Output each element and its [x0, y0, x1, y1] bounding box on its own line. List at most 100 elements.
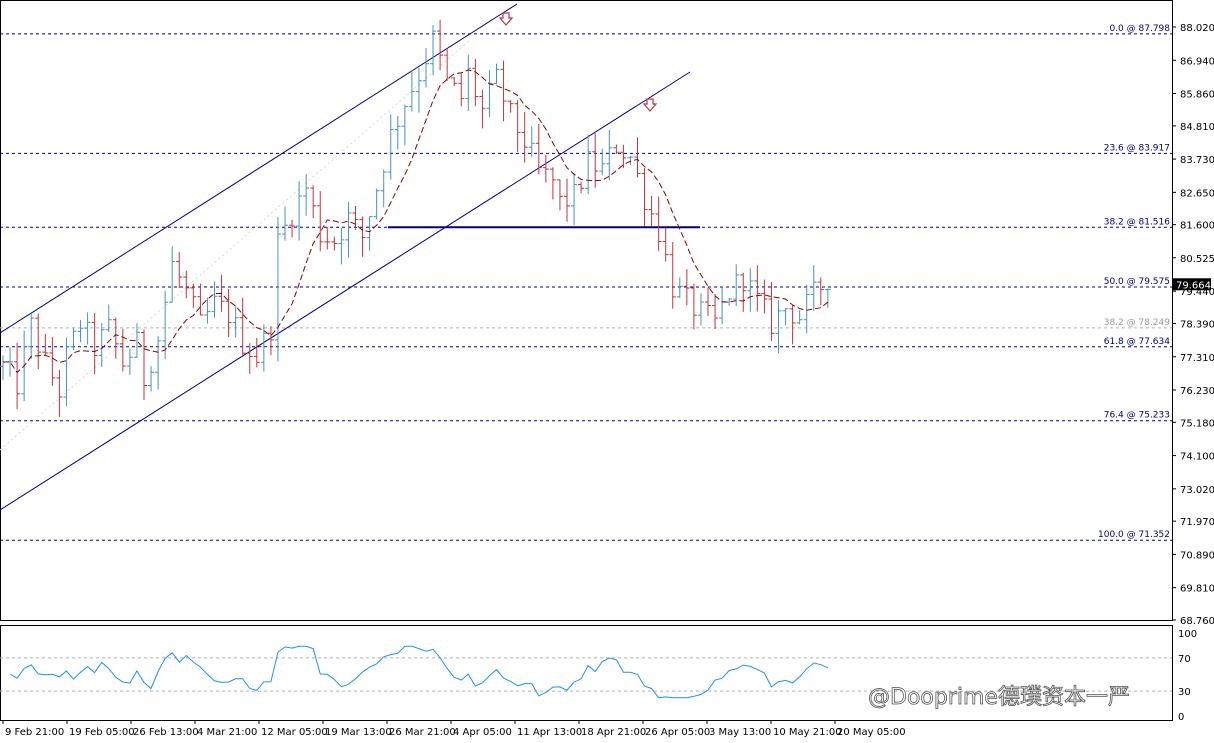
candle	[415, 68, 422, 113]
candle	[345, 201, 352, 258]
candle	[394, 116, 401, 150]
trend-channel-layer	[0, 3, 691, 511]
channel-mid-line	[0, 39, 471, 451]
candle	[761, 279, 768, 314]
candle	[535, 124, 542, 175]
candle	[162, 290, 169, 360]
candle	[401, 104, 408, 146]
candle	[564, 178, 570, 222]
candle	[697, 293, 704, 326]
candle	[246, 343, 253, 374]
oscillator-tick-label: 100	[1178, 629, 1197, 640]
fib-level-label: 61.8 @ 77.634	[1104, 337, 1171, 347]
candle	[768, 281, 775, 342]
price-tick-label: 74.100	[1180, 452, 1214, 463]
down-arrow-icon	[642, 98, 658, 112]
candle	[627, 155, 634, 165]
candle	[824, 288, 831, 308]
candle	[733, 264, 740, 307]
candle	[542, 154, 549, 183]
candle	[260, 324, 267, 372]
candle	[197, 283, 204, 316]
oscillator-tick-label: 70	[1178, 654, 1191, 665]
candle	[754, 265, 761, 312]
candle	[556, 179, 563, 211]
candle	[803, 285, 810, 334]
candle	[479, 89, 486, 129]
candle	[620, 144, 627, 169]
candle	[267, 326, 274, 356]
candle	[740, 272, 747, 312]
time-tick-label: 3 May 13:00	[709, 727, 771, 738]
time-tick-label: 26 Feb 13:00	[133, 727, 199, 738]
candle	[49, 337, 56, 386]
candle	[465, 54, 472, 112]
time-tick-label: 4 Apr 05:00	[453, 727, 512, 738]
candle	[408, 70, 415, 112]
candle	[648, 195, 655, 227]
candle	[84, 312, 91, 345]
candle	[613, 144, 620, 155]
candle	[810, 265, 817, 312]
candle	[176, 251, 183, 289]
candle	[14, 342, 21, 410]
time-tick-label: 19 Feb 05:00	[69, 727, 135, 738]
price-tick-label: 81.600	[1180, 221, 1214, 232]
candle	[423, 47, 429, 88]
candle	[119, 328, 126, 372]
time-tick-label: 9 Feb 21:00	[5, 727, 64, 738]
candle	[148, 366, 155, 392]
time-tick-label: 26 Apr 05:00	[645, 727, 710, 738]
time-tick-label: 20 May 05:00	[837, 727, 906, 738]
candle	[712, 294, 719, 329]
oscillator-tick-label: 30	[1178, 687, 1191, 698]
candle	[373, 188, 380, 220]
candles-layer	[0, 19, 831, 417]
price-tick-label: 83.730	[1180, 155, 1214, 166]
candle	[606, 130, 613, 181]
candle	[56, 369, 63, 417]
price-tick-label: 70.890	[1180, 550, 1214, 561]
candle	[444, 49, 451, 81]
price-tick-label: 76.230	[1180, 386, 1214, 397]
candle	[296, 181, 303, 241]
candle	[578, 181, 585, 194]
candle	[225, 288, 232, 338]
watermark: @Dooprime德璞资本一严	[868, 685, 1130, 710]
candle	[253, 337, 260, 368]
moving-average-line	[2, 69, 829, 374]
candle	[500, 60, 507, 122]
fib-level-label: 0.0 @ 87.798	[1109, 24, 1170, 34]
candle	[705, 287, 711, 316]
oscillator-layer: 100 70 30 0	[0, 629, 1197, 723]
candle	[430, 24, 437, 75]
candle	[719, 286, 726, 325]
candle	[549, 167, 556, 200]
candle	[133, 323, 140, 358]
price-tick-label: 79.440	[1180, 287, 1214, 298]
candle	[514, 100, 521, 152]
candle	[98, 323, 105, 367]
candle	[274, 216, 281, 362]
candle	[35, 313, 42, 370]
candle	[387, 114, 394, 180]
price-tick-label: 78.390	[1180, 320, 1214, 331]
price-tick-label: 80.525	[1180, 254, 1214, 265]
time-tick-label: 10 May 21:00	[773, 727, 842, 738]
candle	[141, 329, 147, 400]
fib-levels-layer: 0.0 @ 87.798 23.6 @ 83.917 38.2 @ 81.516 50…	[0, 24, 1172, 541]
candle	[310, 185, 317, 219]
annotations-layer	[498, 12, 658, 112]
time-tick-label: 26 Mar 21:00	[389, 727, 456, 738]
price-tick-label: 88.020	[1180, 23, 1214, 34]
candle	[70, 327, 77, 351]
candle	[169, 246, 176, 303]
candle	[380, 169, 387, 208]
down-arrow-icon	[498, 12, 514, 26]
moving-average-layer	[2, 69, 829, 374]
candle	[105, 304, 112, 333]
candle	[190, 283, 197, 308]
price-tick-label: 71.970	[1180, 517, 1214, 528]
candle	[571, 173, 578, 226]
oscillator-line	[9, 645, 829, 699]
